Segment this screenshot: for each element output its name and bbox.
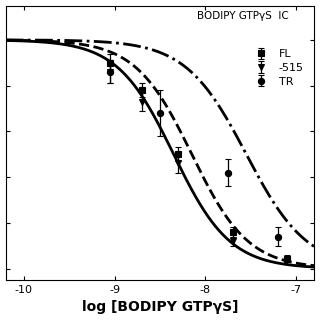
- X-axis label: log [BODIPY GTPγS]: log [BODIPY GTPγS]: [82, 300, 238, 315]
- Legend: FL, -515, TR: FL, -515, TR: [246, 47, 306, 89]
- Text: BODIPY GTPγS  IC: BODIPY GTPγS IC: [197, 11, 289, 21]
